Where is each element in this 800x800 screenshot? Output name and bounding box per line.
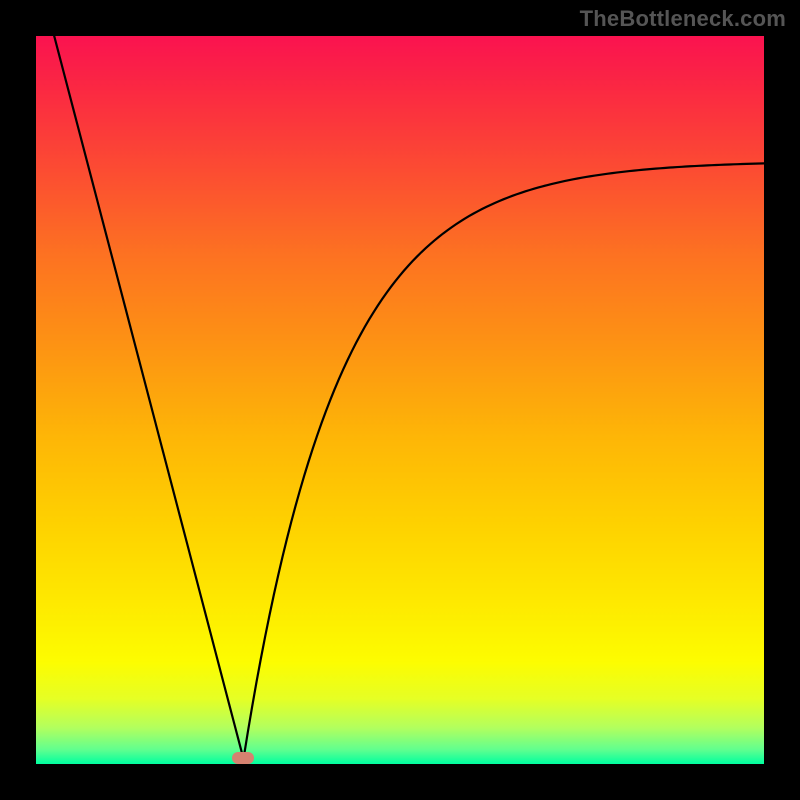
plot-area (36, 36, 764, 764)
curve-path (54, 36, 764, 759)
source-watermark: TheBottleneck.com (580, 6, 786, 32)
bottleneck-curve (36, 36, 764, 764)
chart-container: TheBottleneck.com (0, 0, 800, 800)
notch-marker (232, 752, 254, 764)
